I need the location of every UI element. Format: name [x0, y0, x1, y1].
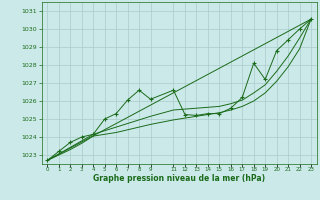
- X-axis label: Graphe pression niveau de la mer (hPa): Graphe pression niveau de la mer (hPa): [93, 174, 265, 183]
